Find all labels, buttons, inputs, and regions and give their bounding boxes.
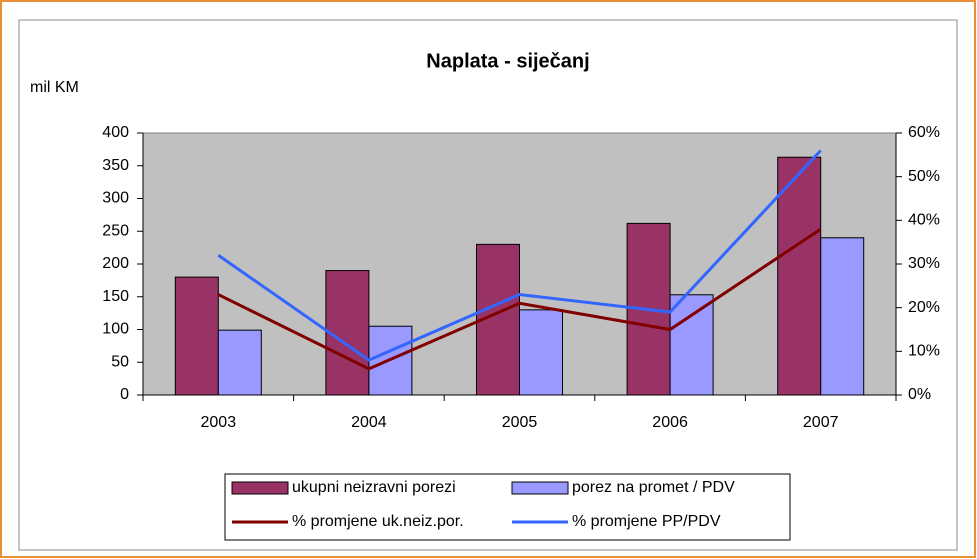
legend-label: ukupni neizravni porezi (292, 479, 456, 496)
x-tick-label: 2003 (201, 414, 237, 431)
legend-swatch (511, 481, 569, 495)
y-tick-label: 400 (102, 124, 129, 141)
y-tick-label: 0 (120, 386, 129, 403)
x-tick-label: 2004 (351, 414, 387, 431)
legend-label: % promjene PP/PDV (572, 513, 721, 530)
y-axis-label: mil KM (30, 79, 79, 96)
y2-tick-label: 10% (908, 343, 940, 360)
y-tick-label: 150 (102, 288, 129, 305)
x-tick-label: 2007 (803, 414, 839, 431)
y-tick-label: 50 (111, 353, 129, 370)
y2-tick-label: 40% (908, 212, 940, 229)
y2-tick-label: 30% (908, 255, 940, 272)
y2-tick-label: 50% (908, 168, 940, 185)
legend-label: porez na promet / PDV (572, 479, 735, 496)
y2-tick-label: 0% (908, 386, 931, 403)
y2-tick-label: 60% (908, 124, 940, 141)
bar (325, 270, 370, 396)
y-tick-label: 350 (102, 157, 129, 174)
chart-frame (18, 19, 958, 551)
y-tick-label: 100 (102, 321, 129, 338)
y2-tick-label: 20% (908, 299, 940, 316)
chart-title: Naplata - siječanj (426, 50, 589, 72)
bar (217, 329, 262, 396)
y-tick-label: 250 (102, 222, 129, 239)
legend-swatch (231, 481, 289, 495)
y-tick-label: 300 (102, 190, 129, 207)
y-tick-label: 200 (102, 255, 129, 272)
bar (820, 237, 865, 396)
x-tick-label: 2006 (652, 414, 688, 431)
legend-label: % promjene uk.neiz.por. (292, 513, 464, 530)
bar (777, 156, 822, 396)
bar (669, 294, 714, 396)
line-series (217, 149, 822, 362)
bar (174, 276, 219, 396)
bar (519, 309, 563, 396)
legend-box (224, 473, 791, 541)
x-tick-label: 2005 (502, 414, 538, 431)
line-series (217, 227, 822, 371)
